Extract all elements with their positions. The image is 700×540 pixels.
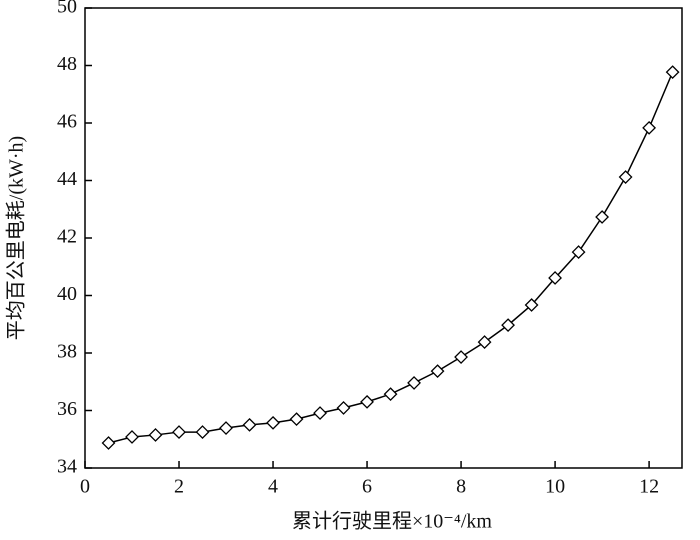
data-point <box>618 170 633 184</box>
plot-frame <box>84 7 683 469</box>
y-tick-label: 44 <box>57 168 77 190</box>
data-point <box>289 412 304 427</box>
y-tick-label: 42 <box>57 226 77 248</box>
y-tick-label: 34 <box>57 456 77 478</box>
y-tick-label: 36 <box>57 398 77 420</box>
data-point <box>125 430 139 444</box>
y-tick-label: 50 <box>57 0 77 18</box>
data-point <box>266 415 280 430</box>
data-point <box>501 318 515 333</box>
data-point <box>548 271 562 285</box>
data-point <box>407 375 421 390</box>
y-tick-label: 40 <box>57 283 77 305</box>
data-point <box>642 120 657 135</box>
data-point <box>595 210 610 224</box>
data-point <box>383 387 398 402</box>
x-tick-label: 6 <box>362 476 372 498</box>
x-tick-label: 12 <box>639 476 659 498</box>
data-point <box>148 428 163 442</box>
y-tick-label: 38 <box>57 341 77 363</box>
data-point <box>430 364 445 379</box>
x-tick-label: 2 <box>174 476 184 498</box>
data-point <box>571 245 586 260</box>
data-point <box>313 406 327 421</box>
y-axis-label: 平均百公里电耗/(kW·h) <box>5 136 28 340</box>
x-tick-label: 8 <box>456 476 466 498</box>
x-tick-label: 10 <box>545 476 565 498</box>
data-point <box>454 350 468 364</box>
data-point <box>219 421 233 435</box>
data-point <box>195 425 210 439</box>
data-point <box>336 400 351 415</box>
y-tick-label: 48 <box>57 53 77 75</box>
data-point <box>524 298 539 312</box>
data-point <box>242 417 257 432</box>
y-tick-label: 46 <box>57 111 77 133</box>
data-point <box>665 65 680 80</box>
data-point <box>172 425 186 439</box>
x-axis-label: 累计行驶里程×10⁻⁴/km <box>292 510 492 533</box>
data-point <box>101 436 116 450</box>
x-tick-label: 0 <box>80 476 90 498</box>
data-point <box>477 335 492 349</box>
data-point <box>360 394 374 409</box>
x-tick-label: 4 <box>268 476 278 498</box>
